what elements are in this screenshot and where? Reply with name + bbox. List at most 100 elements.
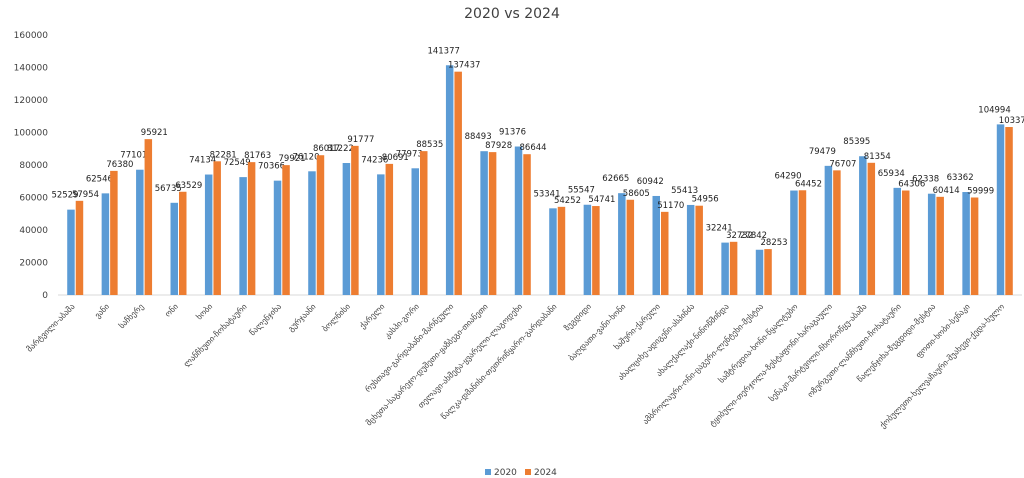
data-label: 55547 [568, 186, 595, 196]
bar [893, 187, 901, 295]
legend-swatch [525, 469, 531, 475]
data-label: 86644 [520, 143, 547, 153]
data-label: 88493 [465, 132, 492, 142]
bar [273, 180, 282, 295]
data-label: 77101 [120, 151, 147, 161]
data-label: 62665 [602, 174, 629, 184]
x-tick-label: მარტვილი-აბაშა [24, 301, 76, 353]
bar [282, 165, 290, 295]
x-tick-label: მცხეთა-საგარეჯო-დუშეთი-ყაზბეგი-თიანეთი [364, 301, 490, 427]
data-label: 32732 [726, 231, 753, 241]
bar [661, 211, 669, 295]
bar [557, 206, 566, 295]
x-tick-label: ხობი [194, 301, 214, 321]
bar [101, 193, 110, 295]
data-label: 57954 [72, 190, 99, 200]
data-label: 103370 [999, 116, 1024, 126]
bar [170, 202, 178, 295]
legend-swatch [485, 469, 491, 475]
bar [179, 191, 187, 295]
bar [445, 65, 454, 295]
y-tick-label: 80000 [19, 161, 48, 171]
x-tick-label: ზუგდიდი [562, 301, 593, 332]
data-label: 52529 [51, 191, 78, 201]
bar [652, 195, 660, 295]
data-label: 82281 [210, 150, 237, 160]
y-tick-label: 40000 [19, 226, 48, 236]
chart-title: 2020 vs 2024 [464, 6, 560, 22]
bar [239, 177, 247, 295]
data-label: 27842 [740, 231, 767, 241]
x-tick-label: ქობულეთი-ხელვაჩაური-შუახევი-ქედა-ხულო [877, 301, 1006, 430]
bar [204, 174, 213, 295]
x-tick-label: ლანჩხუთი-ჩოხატაური [181, 301, 248, 368]
bar [411, 168, 419, 295]
x-tick-label: საჩხერე [116, 301, 145, 330]
data-label: 85395 [843, 137, 870, 147]
x-tick-label: წალენჯიხა [247, 301, 283, 337]
data-label: 59999 [967, 187, 994, 197]
x-tick-label: ახალქალაქი-ნინოწმინდა [654, 301, 731, 378]
bar [859, 156, 867, 295]
data-label: 86017 [313, 144, 340, 154]
data-label: 87928 [485, 141, 512, 151]
data-label: 137437 [448, 61, 480, 71]
data-label: 60942 [637, 177, 664, 187]
data-label: 72549 [224, 158, 251, 168]
bar [342, 163, 351, 295]
bar [247, 162, 256, 295]
bar [144, 139, 153, 295]
bar [927, 193, 936, 295]
data-label: 76380 [106, 160, 133, 170]
data-label: 53341 [533, 189, 560, 199]
data-label: 88535 [416, 140, 443, 150]
bar [514, 146, 523, 295]
data-label: 81763 [244, 151, 271, 161]
bar [583, 204, 592, 295]
x-tick-label: ტყიბული-თერჯოლა-ზესტაფონი-ხარაგაული [707, 301, 834, 428]
bar [110, 170, 118, 295]
bar [790, 190, 798, 295]
bar [721, 242, 729, 295]
x-tick-label: ვანი [92, 301, 111, 320]
bar [824, 165, 833, 295]
bar [480, 151, 488, 295]
bar [523, 154, 531, 295]
bar [308, 171, 316, 295]
bar [385, 163, 394, 295]
bar [488, 152, 497, 295]
data-label: 54252 [554, 196, 581, 206]
bar [351, 145, 359, 295]
data-label: 64452 [795, 179, 822, 189]
bar [420, 151, 428, 295]
data-label: 65934 [878, 169, 905, 179]
data-label: 76707 [829, 159, 856, 169]
bar [936, 196, 944, 295]
legend-label: 2020 [494, 468, 517, 478]
y-tick-label: 20000 [19, 259, 48, 269]
x-tick-label: ამბროლაური-ონი-ცაგერი-ლენტეხი-მესტია [640, 301, 765, 426]
y-tick-label: 160000 [14, 31, 49, 41]
data-label: 54741 [588, 195, 615, 205]
data-label: 91777 [347, 135, 374, 145]
x-tick-label: ქარელი [357, 301, 386, 330]
data-label: 56735 [155, 184, 182, 194]
bar [213, 161, 221, 295]
bar [1005, 127, 1013, 296]
bar [755, 249, 764, 295]
bar [695, 205, 703, 295]
bar [136, 169, 144, 295]
data-label: 141377 [427, 46, 459, 56]
data-label: 63362 [947, 173, 974, 183]
data-label: 51170 [657, 201, 684, 211]
bar [962, 192, 970, 295]
data-label: 80691 [382, 153, 409, 163]
data-label: 28253 [761, 238, 788, 248]
data-label: 63529 [175, 181, 202, 191]
bar [996, 124, 1005, 295]
data-label: 81354 [864, 152, 891, 162]
data-label: 32241 [706, 224, 733, 234]
data-label: 64306 [898, 180, 925, 190]
bar [798, 190, 807, 295]
